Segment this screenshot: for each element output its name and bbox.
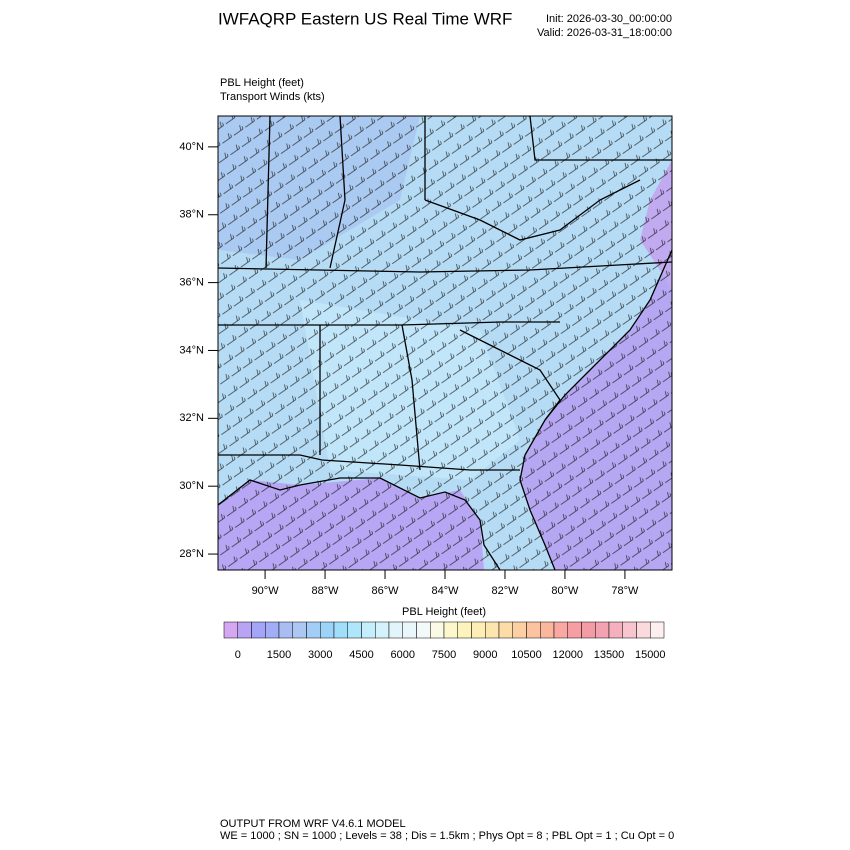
colorbar-box [278, 621, 293, 639]
colorbar-label: 9000 [473, 649, 497, 661]
lat-tick-label: 40°N [179, 141, 204, 153]
lat-tick-label: 28°N [179, 548, 204, 560]
colorbar-box [636, 621, 651, 639]
colorbar-label: 6000 [391, 649, 415, 661]
lon-tick-label: 84°W [431, 585, 459, 597]
colorbar-box [347, 621, 362, 639]
wind-barbs [218, 116, 672, 570]
colorbar-box [457, 621, 472, 639]
colorbar: 0 1500 3000 4500 6000 7500 9000 10500 12000 13500… [223, 621, 666, 661]
colorbar-box [361, 621, 376, 639]
footer-line: WE = 1000 ; SN = 1000 ; Levels = 38 ; Di… [220, 830, 674, 842]
colorbar-box [471, 621, 486, 639]
map-axes: 40°N 38°N 36°N 34°N 32°N 30°N 28°N 90°W 88°W 86°W… [179, 141, 639, 597]
footer-line: OUTPUT FROM WRF V4.6.1 MODEL [220, 818, 406, 830]
colorbar-box [375, 621, 390, 639]
colorbar-box [553, 621, 568, 639]
colorbar-label: 12000 [552, 649, 583, 661]
colorbar-label: 7500 [432, 649, 456, 661]
colorbar-box [388, 621, 403, 639]
colorbar-box [292, 621, 307, 639]
init-time: Init: 2026-03-30_00:00:00 [546, 13, 672, 25]
colorbar-label: 3000 [308, 649, 332, 661]
colorbar-box [595, 621, 610, 639]
colorbar-label: 1500 [267, 649, 291, 661]
colorbar-box [333, 621, 348, 639]
colorbar-box [320, 621, 335, 639]
colorbar-box [237, 621, 252, 639]
lon-tick-label: 90°W [252, 585, 280, 597]
lat-tick-label: 32°N [179, 412, 204, 424]
subtitle: PBL Height (feet) [220, 77, 304, 89]
colorbar-box [402, 621, 417, 639]
lat-tick-label: 34°N [179, 344, 204, 356]
colorbar-box [265, 621, 280, 639]
colorbar-box [540, 621, 555, 639]
title: IWFAQRP Eastern US Real Time WRF [218, 9, 512, 28]
lat-tick-label: 38°N [179, 209, 204, 221]
colorbar-box [430, 621, 445, 639]
colorbar-box [567, 621, 582, 639]
colorbar-label: 10500 [511, 649, 542, 661]
subtitle: Transport Winds (kts) [220, 91, 325, 103]
colorbar-box [443, 621, 458, 639]
map-field [218, 116, 672, 570]
colorbar-box [223, 621, 238, 639]
lon-tick-label: 80°W [551, 585, 579, 597]
colorbar-label: 13500 [594, 649, 625, 661]
colorbar-box [306, 621, 321, 639]
lon-tick-label: 88°W [312, 585, 340, 597]
colorbar-title: PBL Height (feet) [402, 606, 486, 618]
colorbar-box [251, 621, 266, 639]
lon-tick-label: 78°W [611, 585, 639, 597]
colorbar-box [512, 621, 527, 639]
colorbar-box [581, 621, 596, 639]
colorbar-box [526, 621, 541, 639]
colorbar-label: 4500 [349, 649, 373, 661]
lon-tick-label: 82°W [491, 585, 519, 597]
colorbar-box [608, 621, 623, 639]
borders [218, 116, 672, 570]
colorbar-box [416, 621, 431, 639]
colorbar-box [485, 621, 500, 639]
colorbar-box [650, 621, 665, 639]
colorbar-box [622, 621, 637, 639]
lat-tick-label: 36°N [179, 277, 204, 289]
lon-tick-label: 86°W [372, 585, 400, 597]
colorbar-label: 15000 [635, 649, 666, 661]
lat-tick-label: 30°N [179, 480, 204, 492]
colorbar-box [498, 621, 513, 639]
colorbar-label: 0 [235, 649, 241, 661]
valid-time: Valid: 2026-03-31_18:00:00 [537, 27, 672, 39]
